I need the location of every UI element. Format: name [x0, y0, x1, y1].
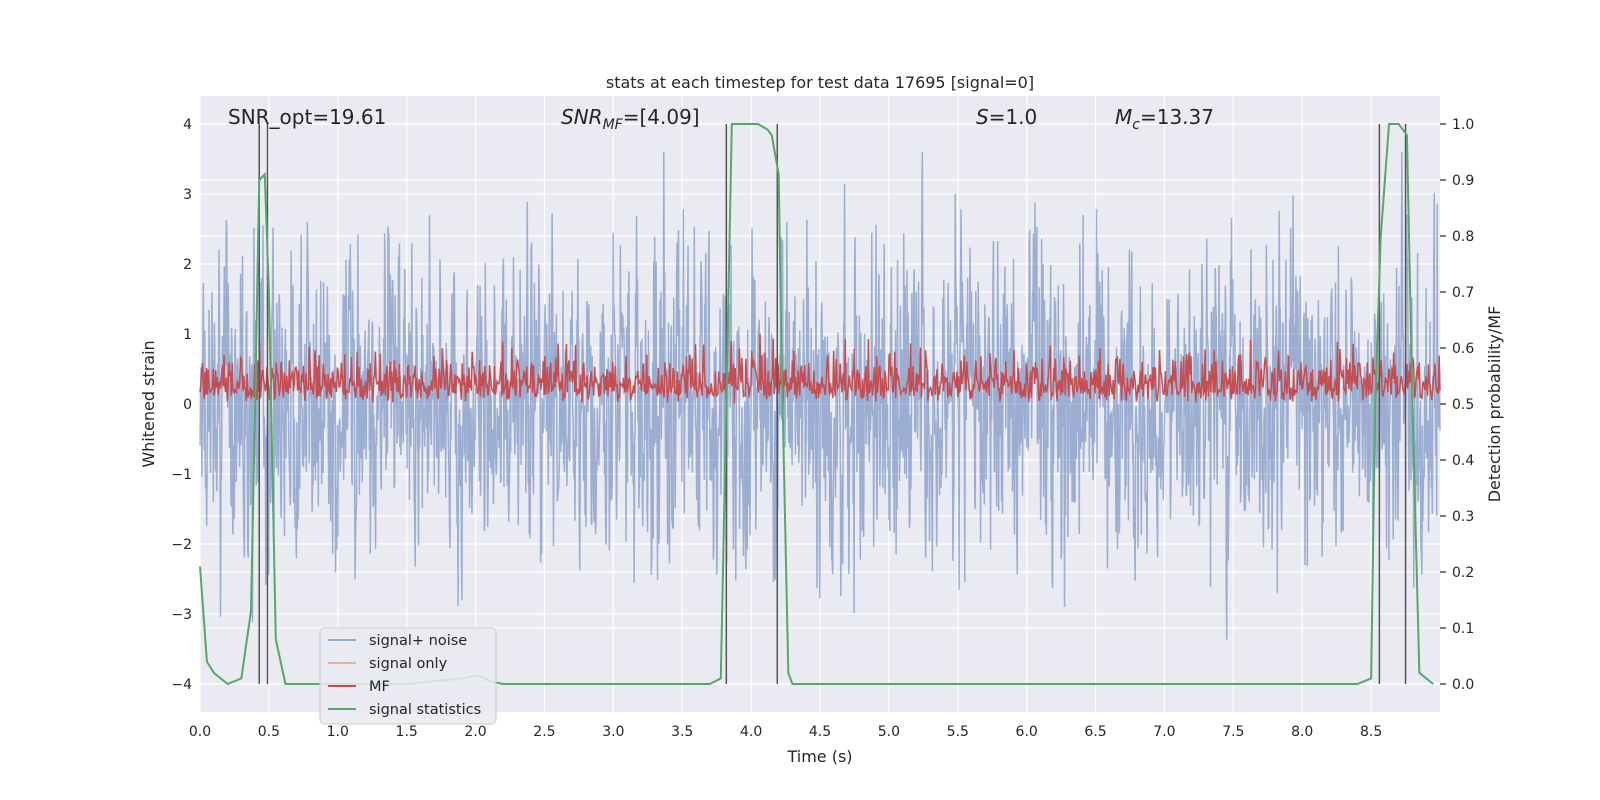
- y-tick-label: 4: [183, 117, 192, 133]
- y-tick-label: −4: [171, 677, 192, 693]
- x-tick-label: 1.5: [396, 724, 418, 740]
- x-tick-label: 4.0: [740, 724, 762, 740]
- annotation-s: S=1.0: [976, 105, 1037, 129]
- mf-line: [199, 333, 1441, 404]
- annotation-snr-mf: SNRMF=[4.09]: [561, 105, 700, 133]
- x-tick-label: 2.5: [533, 724, 555, 740]
- vertical-markers: [258, 124, 1407, 684]
- y2-tick-label: 0.6: [1452, 341, 1474, 357]
- annotation-s-main: S: [976, 105, 989, 129]
- y-tick-label: 1: [183, 327, 192, 343]
- y-tick-label: −2: [171, 537, 192, 553]
- annotation-s-rest: =1.0: [989, 105, 1038, 129]
- annotation-snr-mf-rest: =[4.09]: [623, 105, 700, 129]
- x-tick-label: 4.5: [809, 724, 831, 740]
- y2-tick-label: 0.4: [1452, 453, 1474, 469]
- x-tick-label: 6.5: [1084, 724, 1106, 740]
- x-tick-label: 3.0: [602, 724, 624, 740]
- x-tick-label: 0.5: [258, 724, 280, 740]
- x-tick-label: 7.0: [1153, 724, 1175, 740]
- x-tick-label: 5.0: [878, 724, 900, 740]
- x-tick-label: 5.5: [947, 724, 969, 740]
- y2-tick-label: 0.5: [1452, 397, 1474, 413]
- y-axis-label: Whitened strain: [139, 340, 158, 467]
- x-tick-label: 2.0: [464, 724, 486, 740]
- annotation-mc: Mc=13.37: [1115, 105, 1214, 133]
- x-axis-label: Time (s): [786, 747, 852, 766]
- y-tick-label: 3: [183, 187, 192, 203]
- x-tick-label: 1.0: [327, 724, 349, 740]
- annotation-snr-mf-main: SNR: [561, 105, 603, 129]
- x-axis-ticks: 0.0 0.5 1.0 1.5 2.0 2.5 3.0 3.5 4.0 4.5 5.0 5.5 6.0 6…: [189, 724, 1382, 740]
- annotation-mc-rest: =13.37: [1140, 105, 1214, 129]
- x-tick-label: 8.5: [1360, 724, 1382, 740]
- legend-label-signal-noise: signal+ noise: [369, 633, 467, 649]
- y2-axis-label: Detection probability/MF: [1485, 306, 1504, 503]
- series-signal-statistics: [199, 123, 1434, 686]
- y2-tick-label: 0.8: [1452, 229, 1474, 245]
- chart-title: stats at each timestep for test data 176…: [606, 73, 1034, 92]
- annotation-mc-main: M: [1115, 105, 1132, 129]
- y2-tick-label: 0.0: [1452, 677, 1474, 693]
- signal-noise-line: [199, 151, 1441, 640]
- y2-tick-label: 0.2: [1452, 565, 1474, 581]
- y-tick-label: 0: [183, 397, 192, 413]
- x-tick-label: 8.0: [1291, 724, 1313, 740]
- series-signal-noise: [199, 151, 1441, 640]
- annotation-snr-opt: SNR_opt=19.61: [228, 105, 386, 129]
- x-tick-label: 6.0: [1016, 724, 1038, 740]
- signal-statistics-line: [199, 123, 1434, 686]
- legend-label-signal-only: signal only: [369, 656, 448, 672]
- annotation-snr-mf-sub: MF: [603, 117, 624, 133]
- annotation-mc-sub: c: [1132, 117, 1140, 133]
- y-tick-label: 2: [183, 257, 192, 273]
- y-tick-label: −3: [171, 607, 192, 623]
- legend-label-signal-statistics: signal statistics: [369, 702, 481, 718]
- y2-tick-label: 0.7: [1452, 285, 1474, 301]
- y2-tick-label: 0.1: [1452, 621, 1474, 637]
- y2-tick-label: 1.0: [1452, 117, 1474, 133]
- y2-tick-label: 0.9: [1452, 173, 1474, 189]
- y2-tick-label: 0.3: [1452, 509, 1474, 525]
- series-mf: [199, 333, 1441, 404]
- legend: signal+ noise signal only MF signal stat…: [319, 627, 497, 725]
- legend-box: [319, 627, 497, 725]
- x-tick-label: 0.0: [189, 724, 211, 740]
- x-tick-label: 7.5: [1222, 724, 1244, 740]
- y-tick-label: −1: [171, 467, 192, 483]
- annotations: SNR_opt=19.61 SNRMF=[4.09] S=1.0 Mc=13.3…: [228, 105, 1214, 133]
- x-tick-label: 3.5: [671, 724, 693, 740]
- legend-label-mf: MF: [369, 679, 390, 695]
- y2-axis-ticks: 1.0 0.9 0.8 0.7 0.6 0.5 0.4 0.3 0.2 0.1 0.0: [1440, 117, 1474, 693]
- y-axis-ticks: 4 3 2 1 0 −1 −2 −3 −4: [171, 117, 192, 693]
